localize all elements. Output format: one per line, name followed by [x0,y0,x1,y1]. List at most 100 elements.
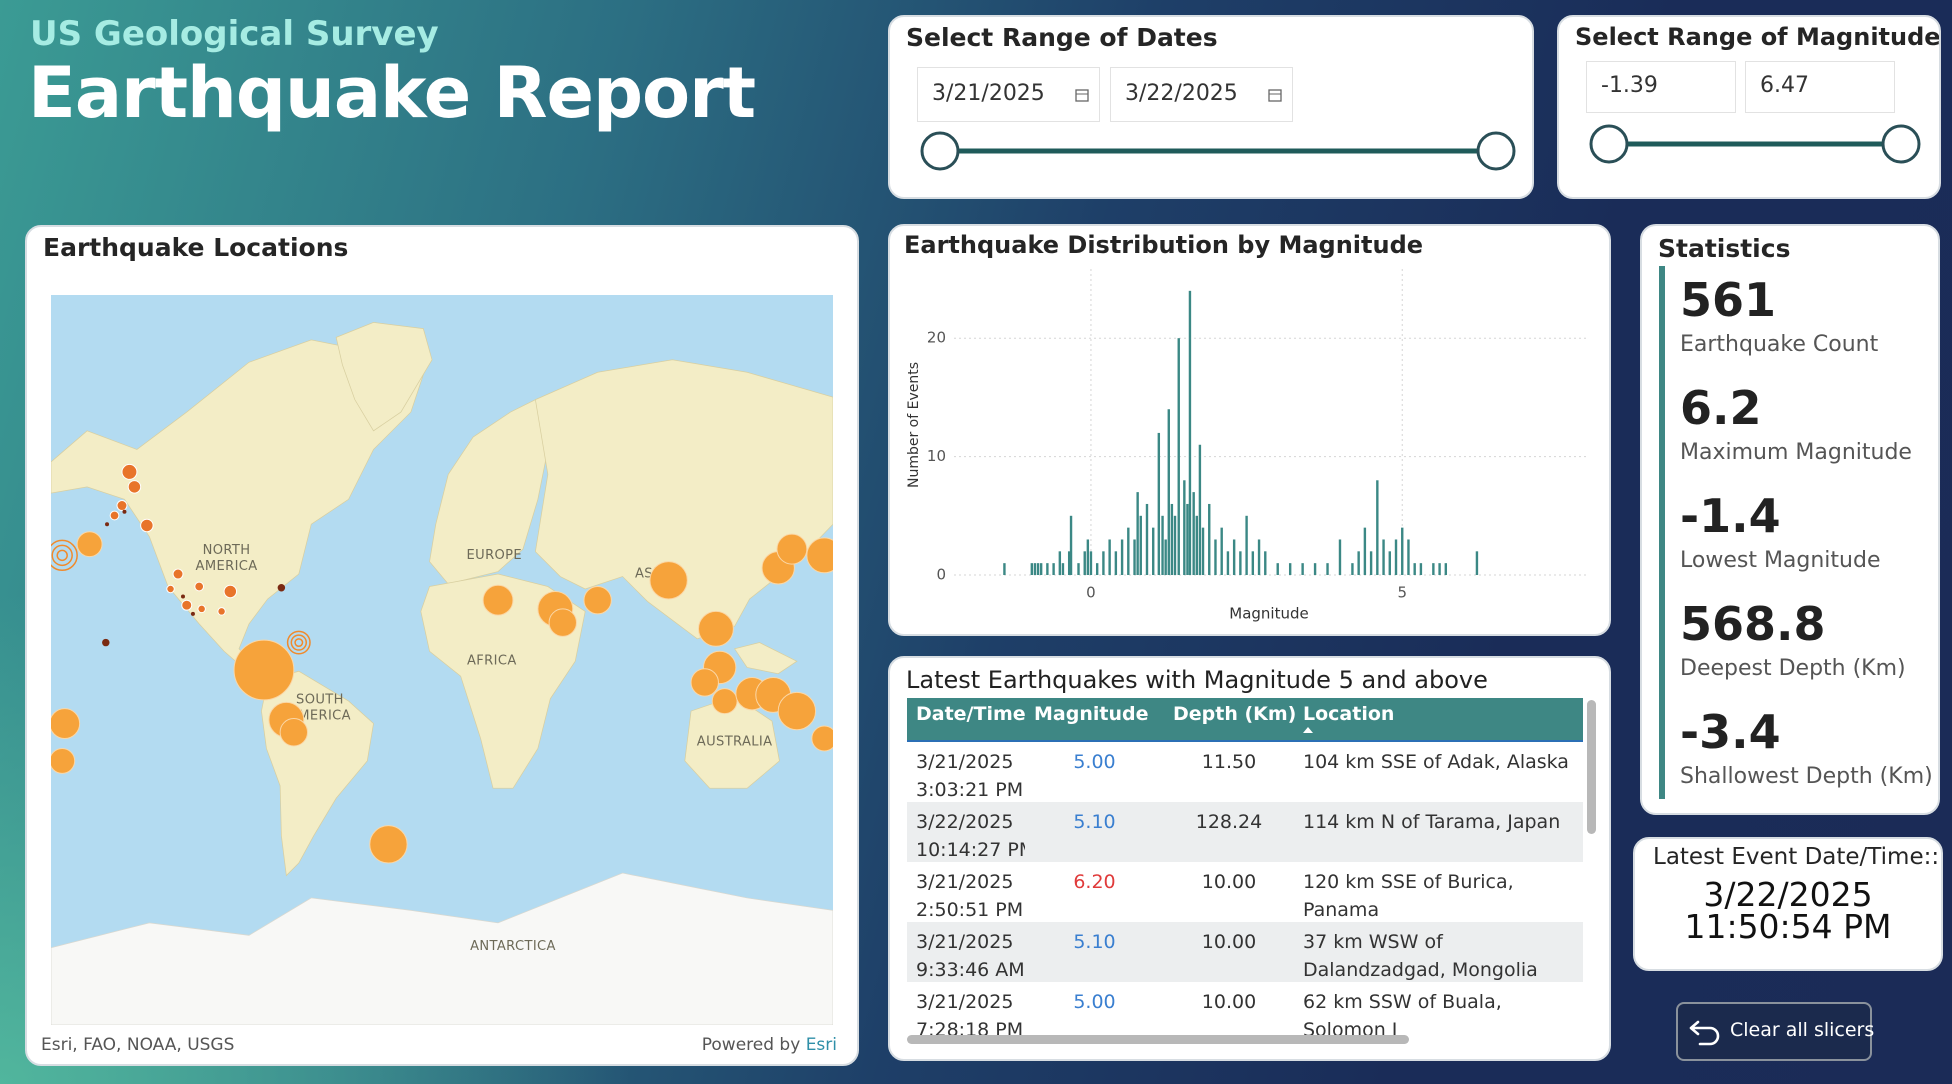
map-label: NORTH [203,543,251,558]
bar [1220,527,1223,575]
location-cell: 120 km SSE of Burica, Panama [1303,871,1514,921]
bar [1382,539,1385,575]
depth-cell: 10.00 [1201,871,1257,893]
bar [1214,539,1217,575]
date-end: 3/22/2025 [1125,81,1238,106]
y-axis-title: Number of Events [906,362,922,488]
magnitude-cell: 5.00 [1073,991,1116,1013]
bar [1069,515,1073,575]
statistics-list: 561 Earthquake Count 6.2 Maximum Magnitude -… [1642,226,1938,813]
stat-value: 568.8 [1680,597,1826,651]
date-start-input[interactable]: 3/21/2025 [917,67,1100,122]
bar [1195,515,1198,575]
bar [1036,563,1040,575]
bar [1475,551,1479,575]
bar [1139,515,1142,575]
magnitude-slicer: Select Range of Magnitudes -1.39 6.47 [1557,15,1941,199]
time: 2:50:51 PM [916,899,1024,921]
stat-label: Deepest Depth (Km) [1680,656,1906,681]
stat-label: Earthquake Count [1680,332,1879,357]
column-header: Location [1294,698,1583,740]
histogram-card: Earthquake Distribution by Magnitude Mag… [888,224,1611,636]
table-row: 3/21/2025 2:50:51 PM 6.20 10.00 120 km SSE o… [907,862,1583,922]
bar [1198,444,1202,575]
slider-handle[interactable] [1881,124,1921,164]
bar [1127,527,1130,575]
vertical-scrollbar[interactable] [1587,700,1596,834]
bar [1239,551,1242,575]
bar [1003,563,1006,575]
horizontal-scrollbar[interactable] [907,1035,1409,1044]
table-title: Latest Earthquakes with Magnitude 5 and … [906,666,1488,694]
time: 10:14:27 PM [916,839,1025,861]
slider-handle[interactable] [920,131,960,171]
bar [1173,515,1177,575]
time: 3:03:21 PM [916,779,1024,801]
depth-cell: 10.00 [1201,991,1257,1013]
slider-handle[interactable] [1589,124,1629,164]
bar [1039,563,1043,575]
map-powered: Powered by Esri [702,1035,837,1055]
date: 3/21/2025 [916,931,1014,953]
bar [1351,563,1354,575]
bar [1432,563,1435,575]
bar [1046,563,1049,575]
stat-label: Lowest Magnitude [1680,548,1881,573]
bar [1338,539,1342,575]
bar [1167,409,1170,575]
world-map[interactable]: NORTHAMERICAEUROPEAFRICAASIASOUTHAMERICA… [51,295,833,1025]
depth-cell: 10.00 [1201,931,1257,953]
map-provider[interactable]: Esri [805,1035,837,1055]
accent-bar [1659,266,1665,799]
bar [1170,503,1174,575]
stat-value: 6.2 [1680,381,1762,435]
undo-icon [1689,1020,1720,1046]
header-subtitle: US Geological Survey [30,14,439,54]
bar [1192,492,1195,575]
bar [1030,563,1034,575]
bar [1133,539,1136,575]
map-attribution: Esri, FAO, NOAA, USGS [41,1035,235,1055]
bar [1086,539,1090,575]
bar [1102,551,1105,575]
bar [1363,527,1367,575]
bar [1083,551,1086,575]
bar [1152,527,1155,575]
bar [1145,503,1149,575]
bar [1288,563,1292,575]
bar [1136,492,1139,575]
clear-slicers-button[interactable]: Clear all slicers [1676,1002,1875,1061]
table-row: 3/21/2025 7:28:18 PM 5.00 10.00 62 km SSW of… [907,982,1583,1037]
statistics-title: Statistics [1658,234,1791,263]
map-card: Earthquake Locations NORTH AMERICA EUROPE A… [25,225,859,1066]
clear-slicers-label: Clear all slicers [1730,1019,1875,1041]
date: 3/22/2025 [916,811,1014,833]
bar [1164,539,1167,575]
column-header: Depth (Km) [1173,703,1297,725]
depth-cell: 128.24 [1195,811,1263,833]
powered-by: Powered by [701,1035,801,1055]
earthquake-markers [51,531,833,864]
slider-handle[interactable] [1476,131,1516,171]
date-start: 3/21/2025 [932,81,1045,106]
calendar-icon [1268,89,1282,102]
bar [1089,551,1093,575]
land [51,322,833,877]
calendar-icon [1075,89,1089,102]
stat-value: -3.4 [1680,705,1781,759]
bar [1413,563,1416,575]
bar [1251,551,1255,575]
location-cell: 114 km N of Tarama, Japan [1303,811,1561,833]
map-label: SOUTH [296,692,344,707]
earthquake-rings [51,539,311,655]
bar [1067,551,1071,575]
bar [1444,563,1448,575]
date-end-input[interactable]: 3/22/2025 [1110,67,1293,122]
magnitude-max-input[interactable]: 6.47 [1745,61,1895,113]
bar [1301,563,1304,575]
bar [1120,539,1124,575]
bar [1208,503,1211,575]
bar [1201,527,1205,575]
date: 3/21/2025 [916,751,1014,773]
magnitude-min-input[interactable]: -1.39 [1586,61,1736,113]
